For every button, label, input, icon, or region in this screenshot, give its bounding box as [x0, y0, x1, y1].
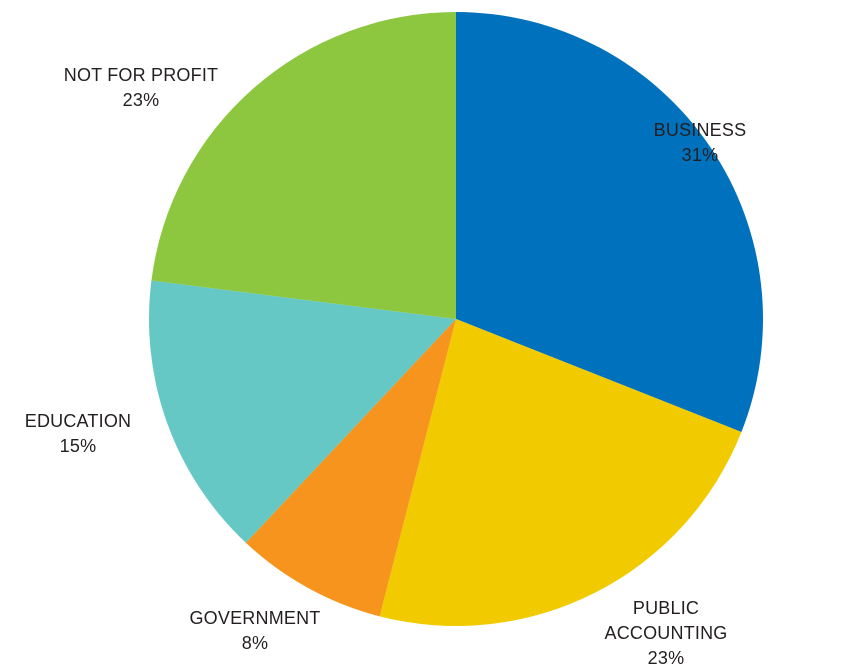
label-not-for-profit: NOT FOR PROFIT 23% — [31, 63, 251, 113]
label-public-accounting-value: 23% — [647, 648, 685, 668]
label-business-name: BUSINESS — [653, 120, 747, 140]
label-public-accounting-line1: PUBLIC — [632, 598, 700, 618]
label-public-accounting-line2: ACCOUNTING — [604, 623, 728, 643]
slice-business — [456, 12, 763, 433]
label-business-value: 31% — [681, 145, 719, 165]
slice-not-for-profit — [151, 12, 457, 319]
label-government: GOVERNMENT 8% — [155, 606, 355, 656]
slice-public-accounting — [379, 319, 742, 627]
label-business: BUSINESS 31% — [615, 118, 785, 168]
slice-education — [148, 280, 456, 543]
label-government-name: GOVERNMENT — [189, 608, 321, 628]
label-education: EDUCATION 15% — [0, 409, 156, 459]
label-government-value: 8% — [241, 633, 269, 653]
label-education-name: EDUCATION — [24, 411, 132, 431]
label-not-for-profit-name: NOT FOR PROFIT — [63, 65, 219, 85]
label-education-value: 15% — [59, 436, 97, 456]
pie-slices — [148, 12, 763, 627]
slice-government — [245, 319, 456, 617]
label-not-for-profit-value: 23% — [122, 90, 160, 110]
label-public-accounting: PUBLIC ACCOUNTING 23% — [566, 596, 766, 671]
